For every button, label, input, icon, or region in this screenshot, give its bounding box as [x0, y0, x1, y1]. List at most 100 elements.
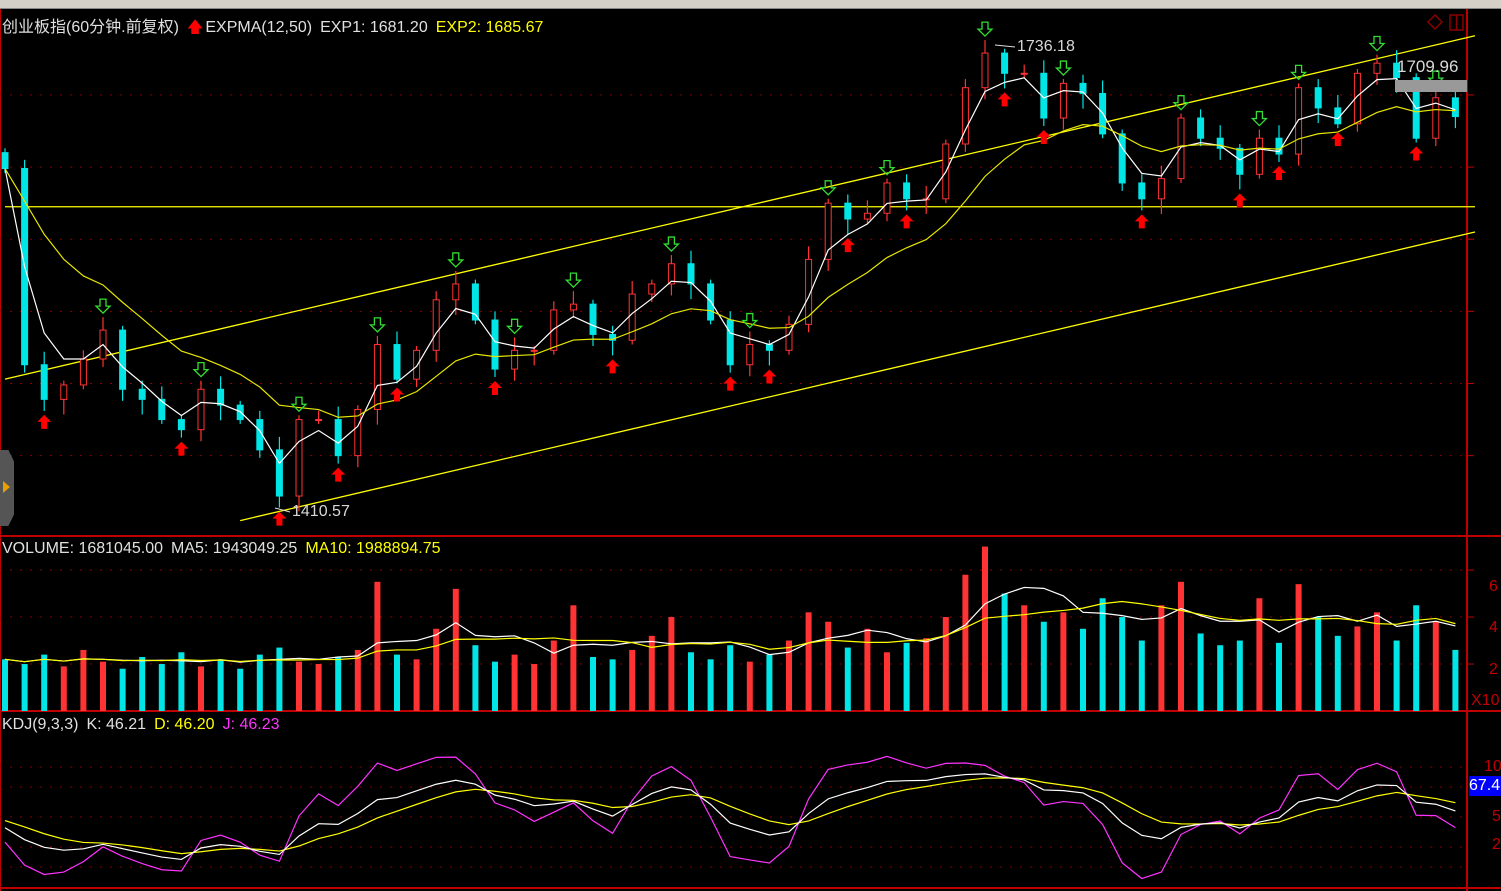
volume-bar [1178, 581, 1184, 711]
last-price-label: 1709.96 [1397, 57, 1459, 76]
expand-panel-icon[interactable] [0, 450, 14, 526]
volume-bar [1040, 621, 1047, 711]
candle-up [1177, 117, 1185, 180]
volume-bar [1001, 593, 1008, 711]
kdj-d-line [4, 777, 1456, 855]
buy-arrow-icon [1272, 166, 1286, 181]
volume-bar [648, 635, 655, 711]
volume-bar [1413, 605, 1420, 711]
sell-arrow-icon [290, 396, 308, 413]
kdj-current-value-badge: 67.4 [1469, 776, 1501, 796]
candle-up [79, 358, 87, 386]
last-price-marker [1395, 80, 1467, 92]
buy-arrow-icon [840, 238, 855, 253]
candle-down [687, 263, 695, 285]
sell-arrow-icon [1368, 35, 1386, 52]
candle-down [1314, 87, 1322, 109]
sell-arrow-icon [1172, 95, 1190, 111]
candle-up [824, 202, 832, 260]
candle-down [765, 344, 773, 351]
volume-bar [315, 664, 322, 711]
volume-bar [707, 659, 714, 711]
volume-bar [1374, 612, 1380, 711]
candle-up [1255, 137, 1263, 175]
buy-arrow-icon [331, 467, 346, 482]
volume-bar [1236, 640, 1243, 711]
sell-arrow-icon [94, 298, 112, 315]
volume-bar [1060, 612, 1067, 711]
volume-bar [41, 654, 48, 711]
exp2-line [4, 106, 1456, 418]
candle-down [217, 388, 225, 406]
candle-up [1432, 97, 1440, 139]
volume-bar [844, 647, 851, 711]
candle-up [550, 309, 558, 351]
buy-arrow-icon [174, 441, 189, 456]
volume-bar [531, 664, 538, 711]
volume-ma5-value: MA5: 1943049.25 [171, 540, 298, 557]
buy-arrow-icon [272, 511, 287, 526]
volume-bar [217, 659, 224, 711]
exp2-value: EXP2: 1685.67 [435, 19, 544, 36]
volume-bar [1452, 649, 1459, 711]
volume-bar [237, 668, 244, 711]
volume-bar [1315, 617, 1322, 711]
volume-bar [394, 654, 400, 711]
sell-arrow-icon [662, 236, 680, 253]
candle-down [589, 303, 597, 335]
candle-down [1, 152, 9, 170]
instrument-title: 创业板指(60分钟.前复权) [2, 19, 179, 36]
volume-bar [21, 664, 28, 711]
sell-arrow-icon [1427, 70, 1445, 87]
volume-bar [374, 581, 381, 711]
candle-up [315, 419, 323, 422]
sell-arrow-icon [976, 21, 994, 38]
buy-arrow-icon [37, 414, 52, 429]
volume-bar [982, 546, 988, 711]
candle-down [726, 319, 734, 366]
volume-bar [139, 656, 146, 711]
volume-bar [276, 647, 283, 711]
volume-bar [1158, 605, 1165, 711]
exp1-value: EXP1: 1681.20 [320, 19, 428, 36]
candle-down [275, 449, 283, 497]
volume-bar [1393, 640, 1400, 711]
buy-arrow-icon [762, 369, 777, 384]
volume-bar [550, 640, 557, 711]
kdj-d-value: D: 46.20 [154, 716, 215, 733]
volume-bar [1295, 584, 1302, 711]
candle-down [844, 202, 852, 220]
volume-bar [727, 645, 734, 711]
candle-down [138, 388, 146, 400]
buy-arrow-icon [1409, 146, 1424, 161]
volume-bar [452, 588, 459, 711]
trendline [4, 35, 1476, 380]
candle-up [60, 384, 68, 400]
sell-arrow-icon [819, 180, 837, 196]
volume-bar [1021, 605, 1028, 711]
sell-arrow-icon [447, 252, 465, 268]
candle-down [903, 182, 911, 200]
split-window-icon[interactable] [1449, 14, 1465, 32]
buy-arrow-icon [1330, 132, 1345, 147]
candle-down [471, 283, 479, 321]
candle-up [863, 212, 871, 220]
diamond-icon[interactable] [1427, 14, 1443, 30]
candle-down [40, 364, 48, 400]
volume-bar [825, 621, 832, 711]
volume-bar [119, 668, 126, 711]
candle-up [961, 87, 969, 145]
buy-arrow-icon [390, 387, 404, 402]
sell-arrow-icon [564, 272, 582, 289]
volume-bar [433, 628, 440, 711]
candle-down [393, 344, 401, 380]
buy-arrow-icon [1232, 193, 1247, 208]
volume-bar [1354, 626, 1361, 711]
candle-up [452, 283, 460, 301]
candle-up [1059, 82, 1067, 119]
candle-down [1451, 97, 1459, 118]
candle-up [667, 263, 675, 285]
candle-down [334, 419, 342, 457]
candle-down [609, 333, 617, 341]
